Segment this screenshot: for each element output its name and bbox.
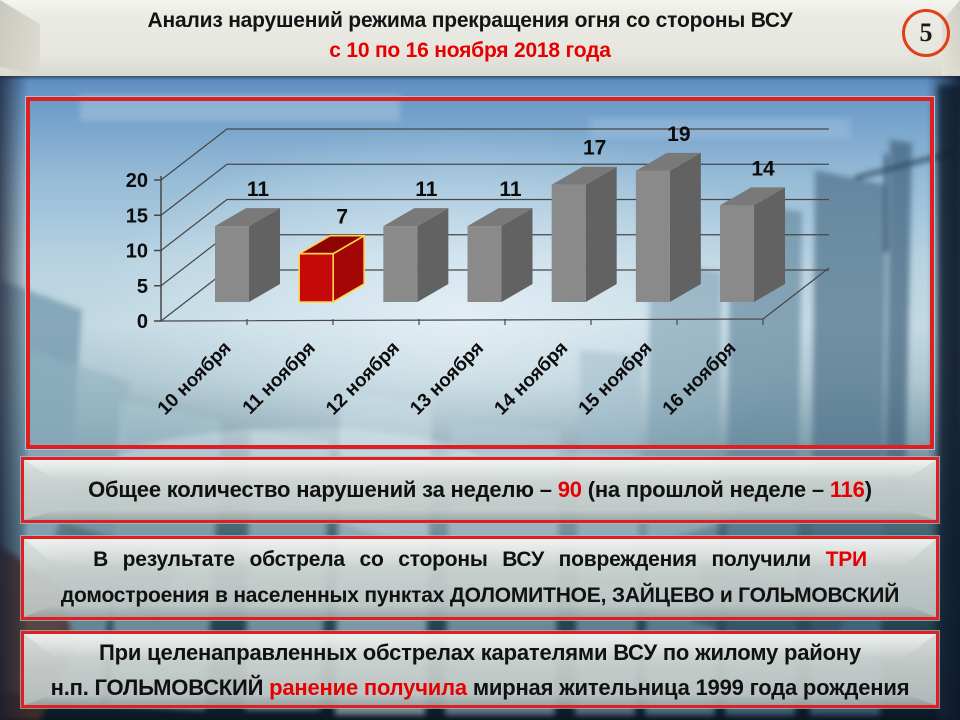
bar-front-face bbox=[720, 205, 755, 302]
bar-value-label: 11 bbox=[499, 178, 522, 201]
bar-side-face bbox=[585, 166, 617, 302]
bar-front-face bbox=[551, 184, 586, 302]
x-axis-label: 15 ноября bbox=[575, 338, 657, 420]
y-axis-label: 5 bbox=[137, 276, 148, 298]
summary-text: Общее количество нарушений за неделю – 9… bbox=[24, 477, 936, 503]
bar-value-label: 14 bbox=[751, 157, 775, 180]
bar-side-face bbox=[669, 152, 701, 302]
gridline bbox=[160, 198, 829, 251]
casualty-line-2: н.п. ГОЛЬМОВСКИЙ ранение получила мирная… bbox=[34, 670, 926, 705]
summary-text-after: ) bbox=[864, 477, 872, 502]
bar-front-face bbox=[383, 226, 418, 302]
damage-line-1: В результате обстрела со стороны ВСУ пов… bbox=[46, 542, 914, 578]
header-left-bevel bbox=[0, 0, 40, 76]
bar-top-face bbox=[383, 208, 449, 227]
summary-text-middle: (на прошлой неделе – bbox=[587, 477, 824, 502]
bar-side-face bbox=[417, 208, 449, 302]
casualty-line-1: При целенаправленных обстрелах карателям… bbox=[99, 639, 861, 665]
bar-side-face bbox=[249, 208, 280, 302]
bar-top-face bbox=[467, 208, 533, 227]
bar-value-label: 11 bbox=[415, 178, 438, 201]
x-axis-label: 10 ноября bbox=[154, 338, 236, 420]
bar-value-label: 11 bbox=[247, 178, 270, 201]
bar-top-face bbox=[635, 152, 701, 171]
page-number-badge: 5 bbox=[902, 9, 950, 57]
title-line-1: Анализ нарушений режима прекращения огня… bbox=[147, 9, 793, 32]
bar-front-face bbox=[215, 226, 249, 302]
chart-panel: 0 5 10 15 20 11 10 ноября 7 11 ноября 11 12 ноября… bbox=[26, 97, 934, 449]
casualty-location: н.п. ГОЛЬМОВСКИЙ bbox=[50, 674, 264, 700]
summary-current-count: 90 bbox=[557, 477, 582, 502]
bar-front-face bbox=[298, 252, 334, 303]
gridline bbox=[160, 163, 829, 216]
bar-side-face bbox=[754, 187, 786, 302]
summary-text-before: Общее количество нарушений за неделю – bbox=[88, 477, 552, 502]
bar-side-face bbox=[501, 208, 533, 302]
weekly-summary-box: Общее количество нарушений за неделю – 9… bbox=[21, 457, 939, 523]
y-axis-label: 15 bbox=[126, 205, 148, 227]
summary-previous-count: 116 bbox=[829, 477, 865, 502]
bar-value-label: 17 bbox=[583, 137, 606, 160]
bar-top-face bbox=[551, 166, 617, 185]
bar-value-label: 19 bbox=[667, 123, 690, 146]
damage-count-highlight: ТРИ bbox=[825, 548, 868, 571]
x-axis-label: 14 ноября bbox=[491, 338, 573, 420]
damage-report-box: В результате обстрела со стороны ВСУ пов… bbox=[21, 536, 939, 620]
bar-top-face bbox=[720, 187, 786, 206]
bar-top-face bbox=[215, 208, 280, 227]
casualty-report-box: При целенаправленных обстрелах карателям… bbox=[21, 631, 939, 708]
casualty-text-after: мирная жительница 1999 года рождения bbox=[472, 674, 910, 700]
x-axis-label: 16 ноября bbox=[659, 338, 741, 420]
x-axis-label: 11 ноября bbox=[239, 338, 320, 419]
header-bar: Анализ нарушений режима прекращения огня… bbox=[0, 0, 960, 76]
y-axis-label: 0 bbox=[137, 311, 148, 333]
casualty-highlight: ранение получила bbox=[269, 674, 467, 700]
bar-value-label: 7 bbox=[336, 206, 348, 229]
y-axis-label: 20 bbox=[126, 170, 148, 192]
page-number: 5 bbox=[919, 18, 933, 47]
bar-front-face bbox=[635, 170, 670, 302]
header-right-bevel bbox=[942, 0, 960, 76]
damage-line-2: домостроения в населенных пунктах ДОЛОМИ… bbox=[60, 584, 900, 607]
violations-3d-bar-chart: 0 5 10 15 20 11 10 ноября 7 11 ноября 11 12 ноября… bbox=[126, 123, 830, 420]
slide-title: Анализ нарушений режима прекращения огня… bbox=[60, 6, 880, 66]
damage-text: В результате обстрела со стороны ВСУ пов… bbox=[93, 548, 811, 571]
x-axis-label: 13 ноября bbox=[406, 338, 488, 420]
title-line-2: с 10 по 16 ноября 2018 года bbox=[329, 39, 611, 62]
box-bevel-shadow bbox=[24, 510, 936, 520]
y-axis-label: 10 bbox=[126, 241, 148, 263]
bar-front-face bbox=[467, 226, 502, 302]
x-axis-label: 12 ноября bbox=[322, 338, 404, 420]
gridline bbox=[160, 128, 829, 181]
